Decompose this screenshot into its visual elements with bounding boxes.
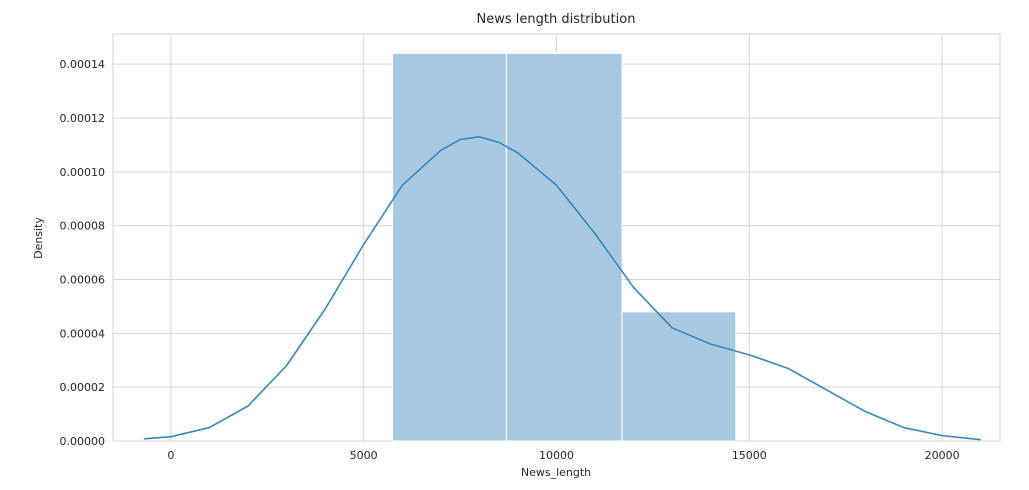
y-axis-label: Density [32, 217, 45, 259]
x-axis-ticks: 0 5000 10000 15000 20000 [167, 449, 959, 462]
x-axis-label: News_length [521, 466, 591, 479]
chart-title: News length distribution [477, 12, 636, 27]
histogram-bar [392, 52, 507, 442]
histogram-bars [392, 52, 737, 442]
y-tick-label: 0.00004 [60, 327, 106, 340]
x-tick-label: 5000 [350, 449, 378, 462]
kde-curve-group [143, 136, 981, 441]
x-tick-label: 0 [167, 449, 174, 462]
x-tick-label: 15000 [732, 449, 767, 462]
histogram-bar [621, 311, 737, 442]
y-tick-label: 0.00014 [60, 58, 106, 71]
y-tick-label: 0.00006 [60, 273, 106, 286]
y-axis-ticks: 0.00000 0.00002 0.00004 0.00006 0.00008 0.000… [60, 58, 106, 448]
y-tick-label: 0.00008 [60, 220, 106, 233]
y-tick-label: 0.00002 [60, 381, 106, 394]
kde-curve [143, 136, 981, 441]
y-tick-label: 0.00012 [60, 112, 106, 125]
histogram-bar [505, 52, 623, 442]
x-tick-label: 10000 [539, 449, 574, 462]
y-tick-label: 0.00010 [60, 166, 106, 179]
y-tick-label: 0.00000 [60, 435, 106, 448]
x-tick-label: 20000 [925, 449, 960, 462]
